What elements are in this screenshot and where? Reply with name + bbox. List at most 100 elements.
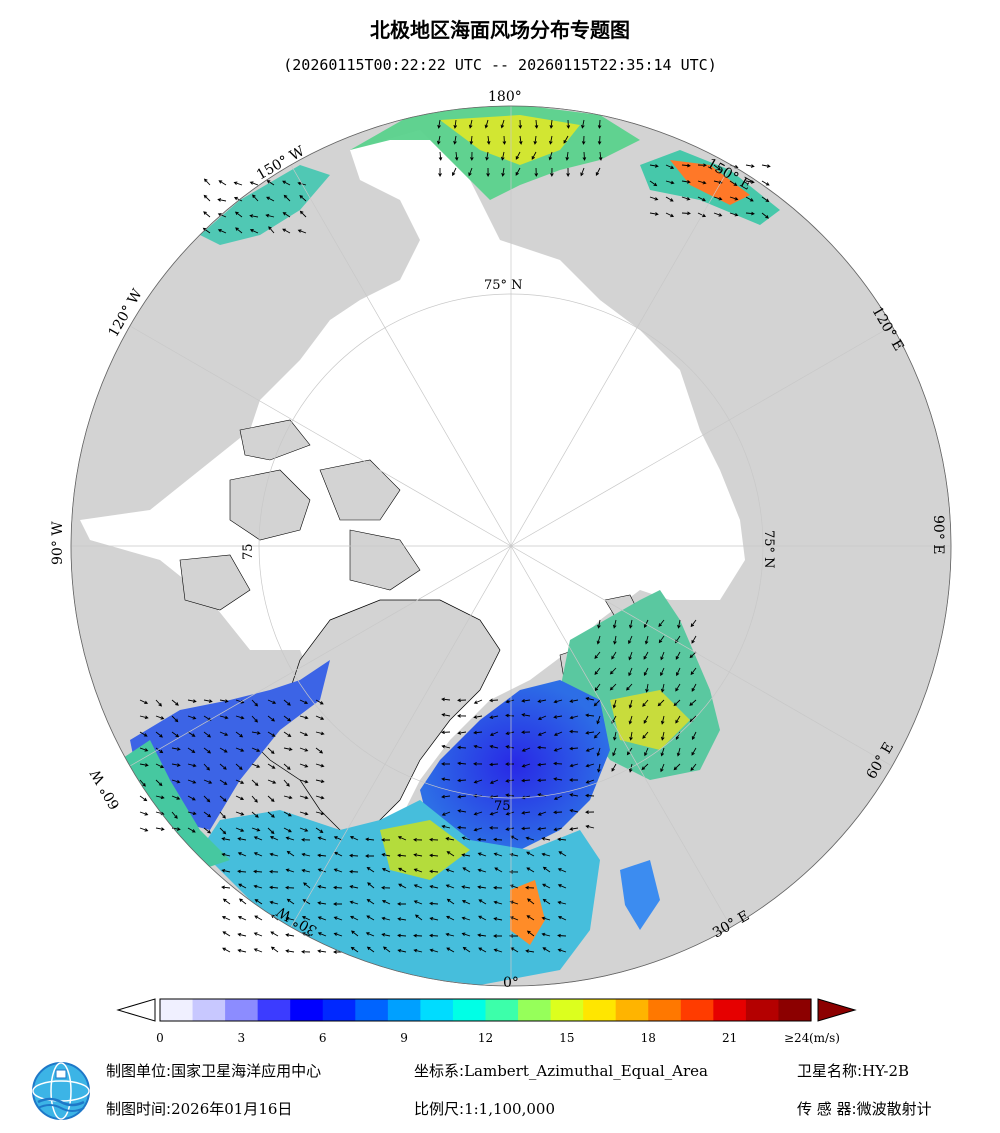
wind-arrow (593, 731, 601, 739)
wind-arrow (267, 795, 275, 803)
colorbar-cell (420, 999, 454, 1021)
wind-arrow (585, 747, 595, 752)
wind-arrow (171, 811, 178, 819)
wind-arrow (505, 699, 515, 704)
wind-arrow (267, 731, 276, 737)
wind-arrow (349, 853, 359, 858)
wind-arrow (628, 635, 633, 645)
wind-arrow (437, 119, 441, 129)
wind-arrow (595, 167, 601, 176)
wind-arrow (729, 180, 738, 186)
wind-arrow (235, 811, 245, 816)
wind-arrow (219, 763, 227, 770)
wind-arrow (665, 212, 675, 218)
wind-arrow (569, 827, 579, 831)
wind-arrow (468, 167, 473, 177)
wind-arrow (462, 946, 471, 953)
wind-arrow (501, 167, 505, 177)
lon-label-0: 0° (503, 975, 519, 991)
wind-region-atlantic-hot (510, 880, 545, 945)
wind-arrow (691, 635, 697, 644)
wind-arrow (315, 811, 325, 816)
wind-arrow (233, 181, 243, 186)
wind-arrow (675, 667, 681, 677)
wind-arrow (254, 915, 263, 921)
footer-scale-label: 比例尺: (414, 1100, 465, 1118)
wind-arrow (317, 868, 327, 873)
lon-label-90e: 90° E (930, 515, 946, 554)
wind-arrow (267, 715, 276, 722)
colorbar-cells (160, 999, 812, 1021)
wind-arrow (596, 747, 601, 757)
wind-arrow (585, 696, 595, 701)
wind-arrow (139, 811, 149, 816)
wind-arrow (665, 164, 675, 169)
colorbar-tick-label: 9 (400, 1031, 408, 1045)
wind-arrow (454, 151, 459, 161)
wind-arrow (489, 826, 499, 830)
wind-arrow (557, 884, 567, 889)
wind-arrow (457, 698, 467, 703)
wind-arrow (235, 779, 245, 784)
wind-arrow (537, 715, 547, 720)
wind-arrow (251, 731, 261, 735)
footer-satellite: 卫星名称:HY-2B (797, 1060, 909, 1081)
wind-arrow (366, 915, 375, 921)
wind-arrow (283, 811, 292, 817)
wind-arrow (673, 699, 681, 707)
wind-arrow (489, 762, 499, 767)
wind-arrow (690, 619, 697, 628)
wind-arrow (644, 747, 649, 757)
wind-arrow (365, 837, 375, 842)
wind-arrow (713, 196, 723, 201)
wind-arrow (613, 635, 617, 645)
colorbar-min-extend (116, 998, 156, 1022)
wind-arrow (446, 851, 455, 857)
wind-arrow (171, 715, 179, 723)
wind-arrow (585, 810, 595, 814)
wind-arrow (283, 194, 291, 202)
wind-arrow (441, 730, 451, 735)
wind-arrow (317, 836, 327, 841)
wind-arrow (557, 900, 567, 905)
wind-arrow (266, 196, 275, 202)
wind-arrow (565, 151, 570, 161)
wind-arrow (249, 229, 259, 234)
wind-arrow (502, 135, 507, 145)
wind-arrow (187, 699, 197, 703)
wind-arrow (429, 933, 439, 938)
wind-arrow (251, 699, 259, 707)
wind-arrow (217, 229, 227, 234)
wind-arrow (171, 763, 181, 767)
wind-arrow (413, 853, 423, 857)
wind-arrow (437, 135, 441, 145)
wind-arrow (451, 167, 457, 177)
time-range-subtitle: (20260115T00:22:22 UTC -- 20260115T22:35… (283, 56, 717, 74)
wind-arrow (681, 163, 691, 168)
footer-org-label: 制图单位: (106, 1062, 172, 1080)
wind-arrow (473, 744, 483, 749)
wind-arrow (315, 731, 325, 736)
wind-arrow (690, 763, 697, 772)
wind-arrow (365, 854, 375, 858)
wind-arrow (222, 898, 231, 905)
wind-arrow (596, 715, 601, 725)
wind-arrow (350, 915, 359, 921)
colorbar-cell (160, 999, 194, 1021)
wind-arrow (553, 699, 563, 704)
wind-arrow (557, 933, 567, 938)
wind-arrow (139, 699, 149, 705)
wind-arrow (597, 763, 601, 773)
wind-arrow (286, 898, 295, 905)
wind-arrow (494, 867, 503, 873)
wind-arrow (553, 827, 563, 832)
wind-arrow (267, 747, 275, 755)
wind-region-labrador (130, 660, 330, 830)
wind-arrow (299, 763, 309, 768)
wind-arrow (493, 852, 503, 857)
wind-arrow (441, 811, 451, 816)
wind-region-labrador-edge (120, 740, 230, 870)
wind-arrow (585, 713, 595, 718)
wind-arrow (569, 699, 579, 703)
wind-arrow (238, 883, 247, 889)
